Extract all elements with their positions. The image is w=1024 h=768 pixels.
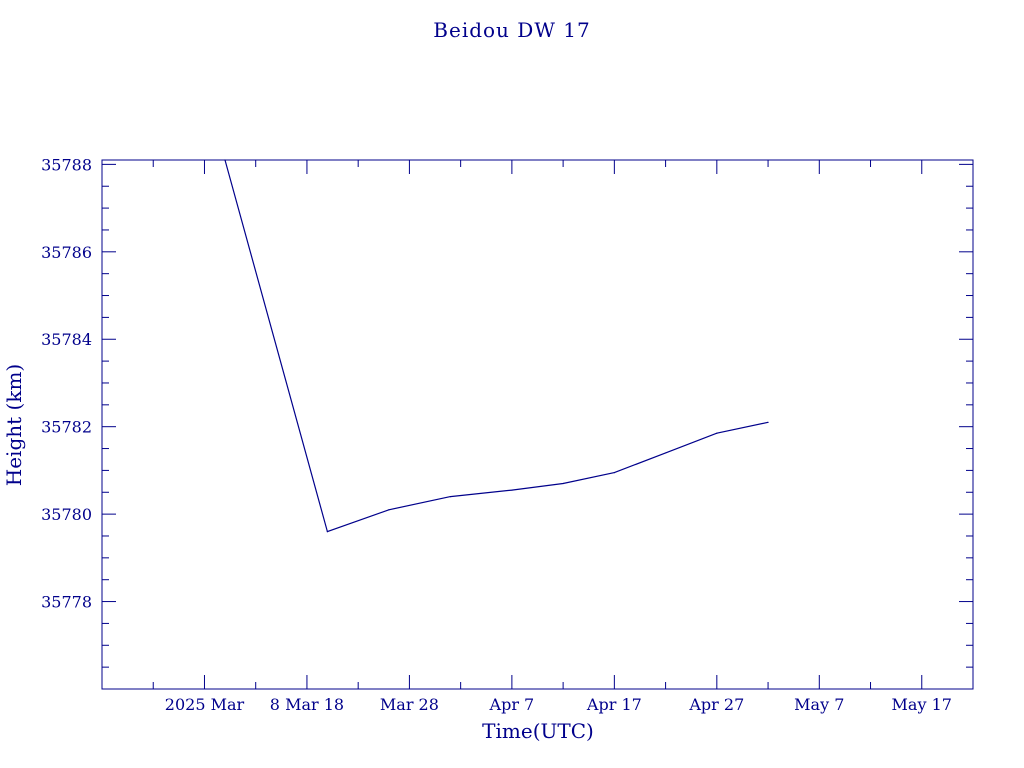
x-axis-label: Time(UTC) bbox=[482, 719, 594, 743]
data-point bbox=[613, 471, 615, 474]
data-point bbox=[562, 482, 564, 485]
y-axis: 35778 35780 35782 35784 35786 35788 bbox=[41, 155, 973, 668]
chart-title: Beidou DW 17 bbox=[433, 18, 590, 42]
y-tick-label: 35782 bbox=[41, 418, 92, 437]
x-tick-label: Mar 28 bbox=[380, 695, 439, 714]
x-tick-label: May 17 bbox=[892, 695, 952, 714]
data-point bbox=[388, 509, 390, 511]
data-point bbox=[511, 489, 513, 491]
x-tick-label: 8 Mar 18 bbox=[270, 695, 344, 714]
y-tick-label: 35788 bbox=[41, 155, 92, 174]
y-tick-label: 35778 bbox=[41, 593, 92, 612]
x-tick-label: May 7 bbox=[794, 695, 844, 714]
data-point bbox=[664, 452, 667, 454]
x-tick-label: Apr 17 bbox=[586, 695, 642, 714]
data-point bbox=[224, 159, 226, 161]
y-tick-label: 35784 bbox=[41, 330, 92, 349]
x-tick-label: Apr 27 bbox=[688, 695, 744, 714]
series-line bbox=[224, 159, 769, 533]
data-point bbox=[449, 496, 451, 498]
x-tick-label: Apr 7 bbox=[489, 695, 535, 714]
x-axis: 2025 Mar 8 Mar 18 Mar 28 Apr 7 Apr 17 Apr 27 M… bbox=[152, 160, 952, 714]
y-tick-label: 35780 bbox=[41, 505, 92, 524]
y-tick-label: 35786 bbox=[41, 243, 92, 262]
y-axis-label: Height (km) bbox=[2, 364, 26, 486]
data-point bbox=[716, 432, 718, 434]
plot-area bbox=[101, 159, 974, 690]
data-point bbox=[326, 531, 329, 533]
x-tick-label: 2025 Mar bbox=[165, 695, 245, 714]
series-layer bbox=[224, 159, 769, 533]
data-point bbox=[767, 421, 769, 423]
